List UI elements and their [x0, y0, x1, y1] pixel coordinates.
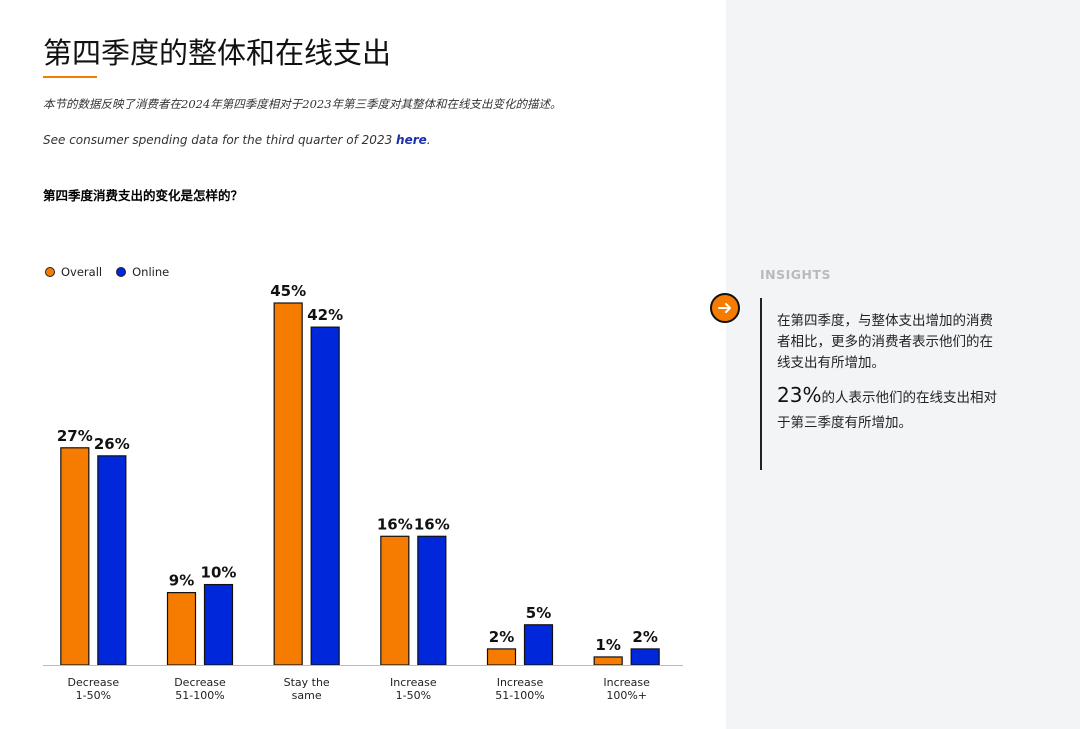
category-label-1-0: Decrease — [174, 676, 226, 689]
bar-online-5 — [630, 648, 660, 666]
insight-stat-paragraph: 23%的人表示他们的在线支出相对于第三季度有所增加。 — [777, 383, 1002, 436]
insights-panel — [726, 0, 1080, 729]
bar-label-overall-3: 16% — [377, 515, 413, 533]
bar-overall-2 — [273, 302, 303, 666]
bar-label-overall-4: 2% — [489, 628, 514, 646]
bar-online-3 — [417, 535, 447, 666]
title-underline — [43, 76, 97, 78]
legend-label-overall: Overall — [61, 265, 103, 279]
bar-overall-4 — [486, 648, 517, 666]
insight-paragraph: 在第四季度，与整体支出增加的消费者相比，更多的消费者表示他们的在线支出有所增加。 — [777, 313, 993, 371]
bar-label-online-4: 5% — [526, 604, 551, 622]
bar-label-online-3: 16% — [414, 515, 450, 533]
legend-item-online: Online — [116, 265, 169, 279]
category-label-3-0: Increase — [390, 676, 437, 689]
legend-swatch-overall — [45, 267, 55, 277]
bar-label-overall-0: 27% — [57, 427, 93, 445]
legend-item-overall: Overall — [45, 265, 102, 279]
category-label-3-1: 1-50% — [396, 689, 431, 702]
arrow-button[interactable] — [710, 293, 740, 323]
chart-question: 第四季度消费支出的变化是怎样的？ — [43, 188, 244, 203]
intro-text: 本节的数据反映了消费者在2024年第四季度相对于2023年第三季度对其整体和在线… — [43, 97, 562, 111]
category-label-4-1: 51-100% — [495, 689, 544, 702]
bar-label-overall-5: 1% — [595, 636, 620, 654]
insight-stat-text: 的人表示他们的在线支出相对于第三季度有所增加。 — [777, 390, 997, 431]
category-label-0-0: Decrease — [68, 676, 120, 689]
legend-label-online: Online — [132, 265, 170, 279]
bar-overall-0 — [60, 447, 90, 666]
bar-label-overall-1: 9% — [169, 572, 194, 590]
bar-label-online-5: 2% — [632, 628, 657, 646]
category-label-2-0: Stay the — [284, 676, 330, 689]
category-label-5-1: 100%+ — [606, 689, 647, 702]
category-label-0-1: 1-50% — [76, 689, 111, 702]
see-data-suffix: . — [426, 133, 431, 147]
see-data-text: See consumer spending data for the third… — [43, 133, 397, 147]
category-label-2-1: same — [292, 689, 322, 702]
insights-heading: INSIGHTS — [760, 267, 832, 282]
bar-online-0 — [97, 455, 127, 666]
bar-online-2 — [310, 326, 340, 666]
bar-label-online-2: 42% — [307, 306, 343, 324]
here-link[interactable]: here — [396, 133, 427, 147]
legend-swatch-online — [116, 267, 127, 277]
bar-online-1 — [203, 583, 234, 666]
bar-online-4 — [523, 624, 554, 666]
insight-divider — [760, 298, 762, 470]
category-label-1-1: 51-100% — [175, 689, 224, 702]
bar-label-overall-2: 45% — [270, 282, 306, 300]
insight-stat: 23% — [777, 383, 822, 407]
arrow-right-icon — [718, 303, 731, 313]
see-data-line: See consumer spending data for the third… — [43, 133, 431, 147]
bar-label-online-0: 26% — [94, 435, 130, 453]
chart-legend: Overall Online — [45, 265, 169, 279]
page-title: 第四季度的整体和在线支出 — [43, 36, 392, 70]
bar-overall-5 — [593, 656, 623, 666]
bar-overall-1 — [166, 591, 197, 666]
category-label-5-0: Increase — [603, 676, 650, 689]
bar-overall-3 — [380, 535, 410, 666]
bar-label-online-1: 10% — [201, 564, 237, 582]
category-label-4-0: Increase — [497, 676, 544, 689]
